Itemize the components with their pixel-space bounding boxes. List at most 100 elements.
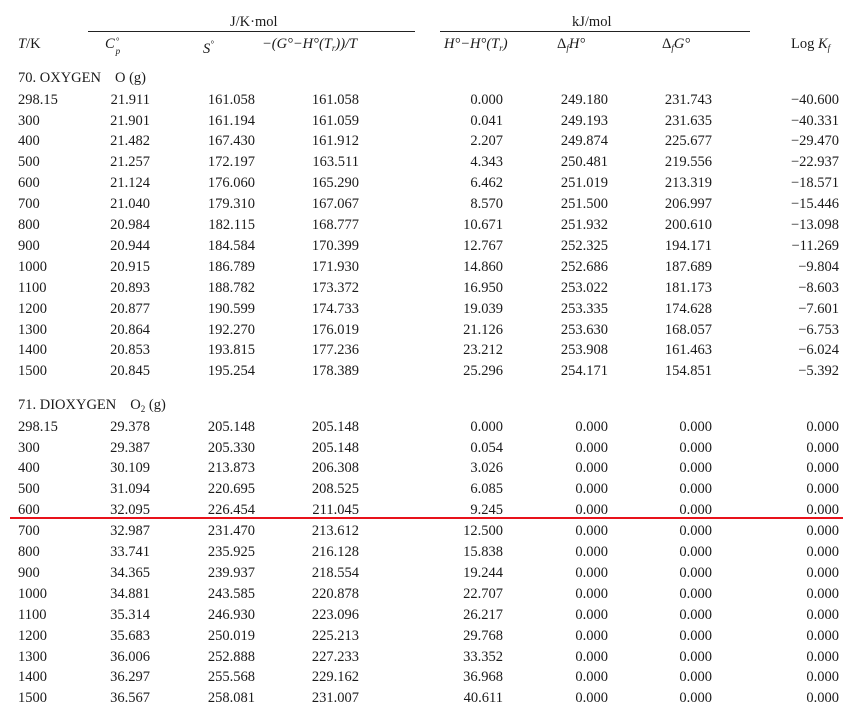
cell-gibbs-function: 167.067 [311,196,359,213]
formula-phase: (g) [125,70,146,86]
cell-temperature: 1300 [18,321,47,338]
cell-temperature: 300 [18,112,40,129]
cell-heat-capacity: 20.984 [110,217,150,233]
cell-gibbs-formation: 231.743 [664,91,712,108]
cell-gibbs-formation: 225.677 [664,133,712,150]
col-header-log-k: Log Kf [791,36,830,53]
cell-heat-capacity: 21.040 [110,196,150,213]
cell-enthalpy-formation: 0.000 [575,690,608,707]
subscript: f [566,43,569,53]
cell-entropy: 172.197 [207,154,255,171]
cell-enthalpy-increment: 0.041 [470,112,503,129]
cell-log-k: 0.000 [806,481,839,498]
cell-gibbs-function: 171.930 [311,258,359,275]
cell-heat-capacity: 20.944 [110,237,150,254]
col-header-enthalpy-formation: ΔfH° [557,36,586,53]
cell-gibbs-function: 174.733 [311,300,359,317]
cell-enthalpy-formation: 252.325 [560,237,608,254]
cell-heat-capacity: 31.094 [110,481,150,498]
cell-heat-capacity: 21.911 [110,91,150,108]
cell-temperature: 800 [18,544,40,560]
cell-gibbs-function: 216.128 [311,544,359,560]
cell-enthalpy-increment: 2.207 [470,133,503,150]
col-header-gibbs-formation: ΔfG° [662,36,690,53]
cell-enthalpy-formation: 0.000 [575,544,608,560]
cell-enthalpy-formation: 0.000 [575,627,608,644]
cell-enthalpy-increment: 12.500 [463,523,503,540]
cell-heat-capacity: 36.567 [110,690,150,707]
cell-enthalpy-formation: 253.335 [560,300,608,317]
cell-temperature: 1500 [18,363,47,380]
symbol: H° [568,36,586,52]
cell-gibbs-function: 220.878 [311,585,359,602]
subscript: r [499,43,503,53]
cell-heat-capacity: 20.845 [110,363,150,380]
cell-heat-capacity: 34.365 [110,564,150,581]
cell-temperature: 1300 [18,648,47,665]
cell-enthalpy-formation: 253.908 [560,342,608,359]
cell-enthalpy-increment: 14.860 [463,258,503,275]
cell-log-k: −15.446 [790,196,839,213]
cell-enthalpy-increment: 9.245 [470,502,503,519]
cell-temperature: 298.15 [18,91,58,108]
cell-entropy: 182.115 [208,217,255,233]
cell-gibbs-function: 163.511 [312,154,359,171]
cell-entropy: 161.194 [207,112,255,129]
cell-heat-capacity: 35.314 [110,606,150,623]
formula-base: O [130,397,141,413]
cell-enthalpy-increment: 6.085 [470,481,503,498]
cell-log-k: 0.000 [806,460,839,477]
cell-heat-capacity: 20.864 [110,321,150,338]
formula-subscript: 2 [140,404,146,414]
cell-log-k: −6.024 [798,342,839,359]
cell-temperature: 1400 [18,669,47,686]
cell-temperature: 1500 [18,690,47,707]
cell-enthalpy-formation: 249.180 [560,91,608,108]
formula-phase: (g) [145,397,166,413]
cell-temperature: 400 [18,133,40,150]
cell-gibbs-function: 213.612 [311,523,359,540]
cell-log-k: −22.937 [790,154,839,171]
cell-entropy: 184.584 [207,237,255,254]
cell-gibbs-formation: 0.000 [679,585,712,602]
cell-heat-capacity: 21.901 [110,112,150,129]
cell-enthalpy-formation: 251.932 [560,217,608,233]
cell-gibbs-formation: 0.000 [679,544,712,560]
cell-entropy: 255.568 [207,669,255,686]
cell-gibbs-function: 170.399 [311,237,359,254]
cell-gibbs-formation: 181.173 [664,279,712,296]
cell-entropy: 235.925 [207,544,255,560]
cell-temperature: 1200 [18,300,47,317]
cell-heat-capacity: 21.482 [110,133,150,150]
cell-gibbs-formation: 219.556 [664,154,712,171]
cell-gibbs-function: 223.096 [311,606,359,623]
cell-enthalpy-increment: 19.244 [463,564,503,581]
cell-enthalpy-increment: 4.343 [470,154,503,171]
cell-entropy: 252.888 [207,648,255,665]
cell-heat-capacity: 29.387 [110,439,150,456]
cell-enthalpy-formation: 0.000 [575,418,608,435]
cell-temperature: 600 [18,175,40,192]
cell-gibbs-function: 178.389 [311,363,359,380]
cell-enthalpy-formation: 251.500 [560,196,608,213]
cell-enthalpy-formation: 253.022 [560,279,608,296]
cell-heat-capacity: 20.853 [110,342,150,359]
cell-temperature: 1000 [18,258,47,275]
cell-log-k: −29.470 [790,133,839,150]
cell-temperature: 1100 [18,606,47,623]
cell-gibbs-function: 176.019 [311,321,359,338]
cell-enthalpy-formation: 0.000 [575,460,608,477]
cell-entropy: 195.254 [207,363,255,380]
cell-temperature: 300 [18,439,40,456]
cell-heat-capacity: 35.683 [110,627,150,644]
cell-entropy: 186.789 [207,258,255,275]
col-header-heat-capacity: C ° p [105,36,120,56]
cell-enthalpy-increment: 12.767 [463,237,503,254]
cell-entropy: 243.585 [207,585,255,602]
cell-heat-capacity: 32.987 [110,523,150,540]
col-header-temperature: T/K [18,36,41,52]
cell-enthalpy-increment: 25.296 [463,363,503,380]
cell-log-k: 0.000 [806,585,839,602]
cell-enthalpy-increment: 8.570 [470,196,503,213]
cell-entropy: 239.937 [207,564,255,581]
